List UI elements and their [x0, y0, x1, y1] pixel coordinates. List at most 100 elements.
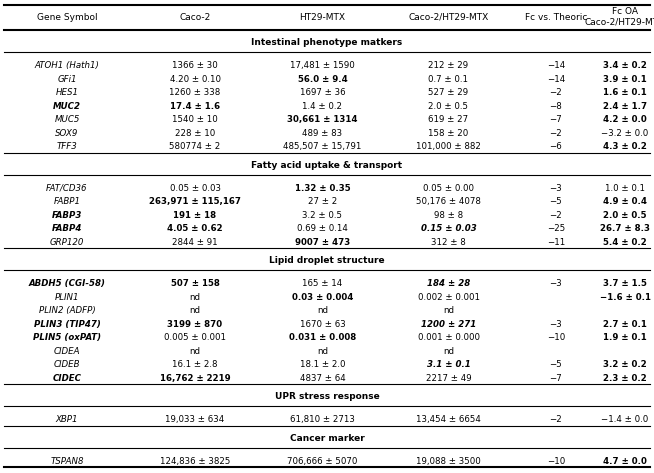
Text: 0.05 ± 0.03: 0.05 ± 0.03	[169, 184, 220, 193]
Text: 0.001 ± 0.000: 0.001 ± 0.000	[417, 333, 479, 342]
Text: −7: −7	[549, 374, 562, 383]
Text: SOX9: SOX9	[56, 129, 78, 138]
Text: ATOH1 (Hath1): ATOH1 (Hath1)	[35, 61, 99, 70]
Text: Lipid droplet structure: Lipid droplet structure	[269, 256, 385, 265]
Text: 2.4 ± 1.7: 2.4 ± 1.7	[603, 102, 647, 111]
Text: TSPAN8: TSPAN8	[50, 457, 84, 466]
Text: 26.7 ± 8.3: 26.7 ± 8.3	[600, 224, 650, 233]
Text: 0.031 ± 0.008: 0.031 ± 0.008	[289, 333, 356, 342]
Text: FAT/CD36: FAT/CD36	[46, 184, 88, 193]
Text: 212 ± 29: 212 ± 29	[428, 61, 468, 70]
Text: 2.0 ± 0.5: 2.0 ± 0.5	[603, 211, 647, 220]
Text: PLIN3 (TIP47): PLIN3 (TIP47)	[33, 320, 101, 329]
Text: −10: −10	[547, 333, 565, 342]
Text: Fc OA
Caco-2/HT29-MTX: Fc OA Caco-2/HT29-MTX	[585, 8, 654, 27]
Text: 16.1 ± 2.8: 16.1 ± 2.8	[172, 360, 218, 369]
Text: 184 ± 28: 184 ± 28	[427, 279, 470, 288]
Text: FABP1: FABP1	[54, 197, 80, 206]
Text: −5: −5	[549, 197, 562, 206]
Text: 0.05 ± 0.00: 0.05 ± 0.00	[423, 184, 474, 193]
Text: 2.0 ± 0.5: 2.0 ± 0.5	[428, 102, 468, 111]
Text: GFi1: GFi1	[58, 75, 77, 84]
Text: −11: −11	[547, 238, 565, 247]
Text: −7: −7	[549, 115, 562, 124]
Text: Intestinal phenotype matkers: Intestinal phenotype matkers	[251, 38, 403, 47]
Text: 489 ± 83: 489 ± 83	[302, 129, 343, 138]
Text: Gene Symbol: Gene Symbol	[37, 13, 97, 22]
Text: −10: −10	[547, 457, 565, 466]
Text: 1366 ± 30: 1366 ± 30	[172, 61, 218, 70]
Text: 4.20 ± 0.10: 4.20 ± 0.10	[169, 75, 220, 84]
Text: PLIN2 (ADFP): PLIN2 (ADFP)	[39, 307, 95, 315]
Text: 4.2 ± 0.0: 4.2 ± 0.0	[603, 115, 647, 124]
Text: Fatty acid uptake & transport: Fatty acid uptake & transport	[251, 161, 403, 170]
Text: TFF3: TFF3	[57, 142, 77, 151]
Text: 13,454 ± 6654: 13,454 ± 6654	[416, 415, 481, 424]
Text: 27 ± 2: 27 ± 2	[308, 197, 337, 206]
Text: 30,661 ± 1314: 30,661 ± 1314	[287, 115, 358, 124]
Text: 580774 ± 2: 580774 ± 2	[169, 142, 220, 151]
Text: 3.4 ± 0.2: 3.4 ± 0.2	[603, 61, 647, 70]
Text: −8: −8	[549, 102, 562, 111]
Text: −5: −5	[549, 360, 562, 369]
Text: 17,481 ± 1590: 17,481 ± 1590	[290, 61, 355, 70]
Text: HES1: HES1	[56, 88, 78, 97]
Text: FABP3: FABP3	[52, 211, 82, 220]
Text: −2: −2	[549, 129, 562, 138]
Text: 98 ± 8: 98 ± 8	[434, 211, 463, 220]
Text: −2: −2	[549, 88, 562, 97]
Text: nd: nd	[443, 307, 454, 315]
Text: −3: −3	[549, 184, 562, 193]
Text: FABP4: FABP4	[52, 224, 82, 233]
Text: 485,507 ± 15,791: 485,507 ± 15,791	[283, 142, 362, 151]
Text: 4.05 ± 0.62: 4.05 ± 0.62	[167, 224, 223, 233]
Text: 61,810 ± 2713: 61,810 ± 2713	[290, 415, 355, 424]
Text: 3199 ± 870: 3199 ± 870	[167, 320, 222, 329]
Text: 1260 ± 338: 1260 ± 338	[169, 88, 220, 97]
Text: 5.4 ± 0.2: 5.4 ± 0.2	[603, 238, 647, 247]
Text: 0.69 ± 0.14: 0.69 ± 0.14	[297, 224, 348, 233]
Text: XBP1: XBP1	[56, 415, 78, 424]
Text: 4.3 ± 0.2: 4.3 ± 0.2	[603, 142, 647, 151]
Text: 2.3 ± 0.2: 2.3 ± 0.2	[603, 374, 647, 383]
Text: MUC5: MUC5	[54, 115, 80, 124]
Text: 312 ± 8: 312 ± 8	[431, 238, 466, 247]
Text: 1.4 ± 0.2: 1.4 ± 0.2	[303, 102, 343, 111]
Text: 0.7 ± 0.1: 0.7 ± 0.1	[428, 75, 468, 84]
Text: 19,088 ± 3500: 19,088 ± 3500	[416, 457, 481, 466]
Text: 3.7 ± 1.5: 3.7 ± 1.5	[603, 279, 647, 288]
Text: 2217 ± 49: 2217 ± 49	[426, 374, 472, 383]
Text: 3.2 ± 0.5: 3.2 ± 0.5	[303, 211, 343, 220]
Text: Cancer marker: Cancer marker	[290, 434, 364, 443]
Text: Caco-2/HT29-MTX: Caco-2/HT29-MTX	[408, 13, 489, 22]
Text: nd: nd	[190, 293, 201, 302]
Text: MUC2: MUC2	[53, 102, 81, 111]
Text: 158 ± 20: 158 ± 20	[428, 129, 469, 138]
Text: Caco-2: Caco-2	[179, 13, 211, 22]
Text: PLIN1: PLIN1	[55, 293, 79, 302]
Text: nd: nd	[443, 347, 454, 356]
Text: CIDEA: CIDEA	[54, 347, 80, 356]
Text: 9007 ± 473: 9007 ± 473	[295, 238, 350, 247]
Text: 4.9 ± 0.4: 4.9 ± 0.4	[603, 197, 647, 206]
Text: −1.4 ± 0.0: −1.4 ± 0.0	[602, 415, 649, 424]
Text: 18.1 ± 2.0: 18.1 ± 2.0	[300, 360, 345, 369]
Text: 527 ± 29: 527 ± 29	[428, 88, 468, 97]
Text: −3: −3	[549, 279, 562, 288]
Text: 1.0 ± 0.1: 1.0 ± 0.1	[605, 184, 645, 193]
Text: 1.9 ± 0.1: 1.9 ± 0.1	[603, 333, 647, 342]
Text: 3.9 ± 0.1: 3.9 ± 0.1	[603, 75, 647, 84]
Text: 4837 ± 64: 4837 ± 64	[300, 374, 345, 383]
Text: 0.03 ± 0.004: 0.03 ± 0.004	[292, 293, 353, 302]
Text: UPR stress response: UPR stress response	[275, 393, 379, 402]
Text: 101,000 ± 882: 101,000 ± 882	[416, 142, 481, 151]
Text: GRP120: GRP120	[50, 238, 84, 247]
Text: 165 ± 14: 165 ± 14	[302, 279, 343, 288]
Text: 56.0 ± 9.4: 56.0 ± 9.4	[298, 75, 347, 84]
Text: CIDEC: CIDEC	[52, 374, 82, 383]
Text: 3.2 ± 0.2: 3.2 ± 0.2	[603, 360, 647, 369]
Text: 228 ± 10: 228 ± 10	[175, 129, 215, 138]
Text: 619 ± 27: 619 ± 27	[428, 115, 468, 124]
Text: 50,176 ± 4078: 50,176 ± 4078	[416, 197, 481, 206]
Text: 191 ± 18: 191 ± 18	[173, 211, 216, 220]
